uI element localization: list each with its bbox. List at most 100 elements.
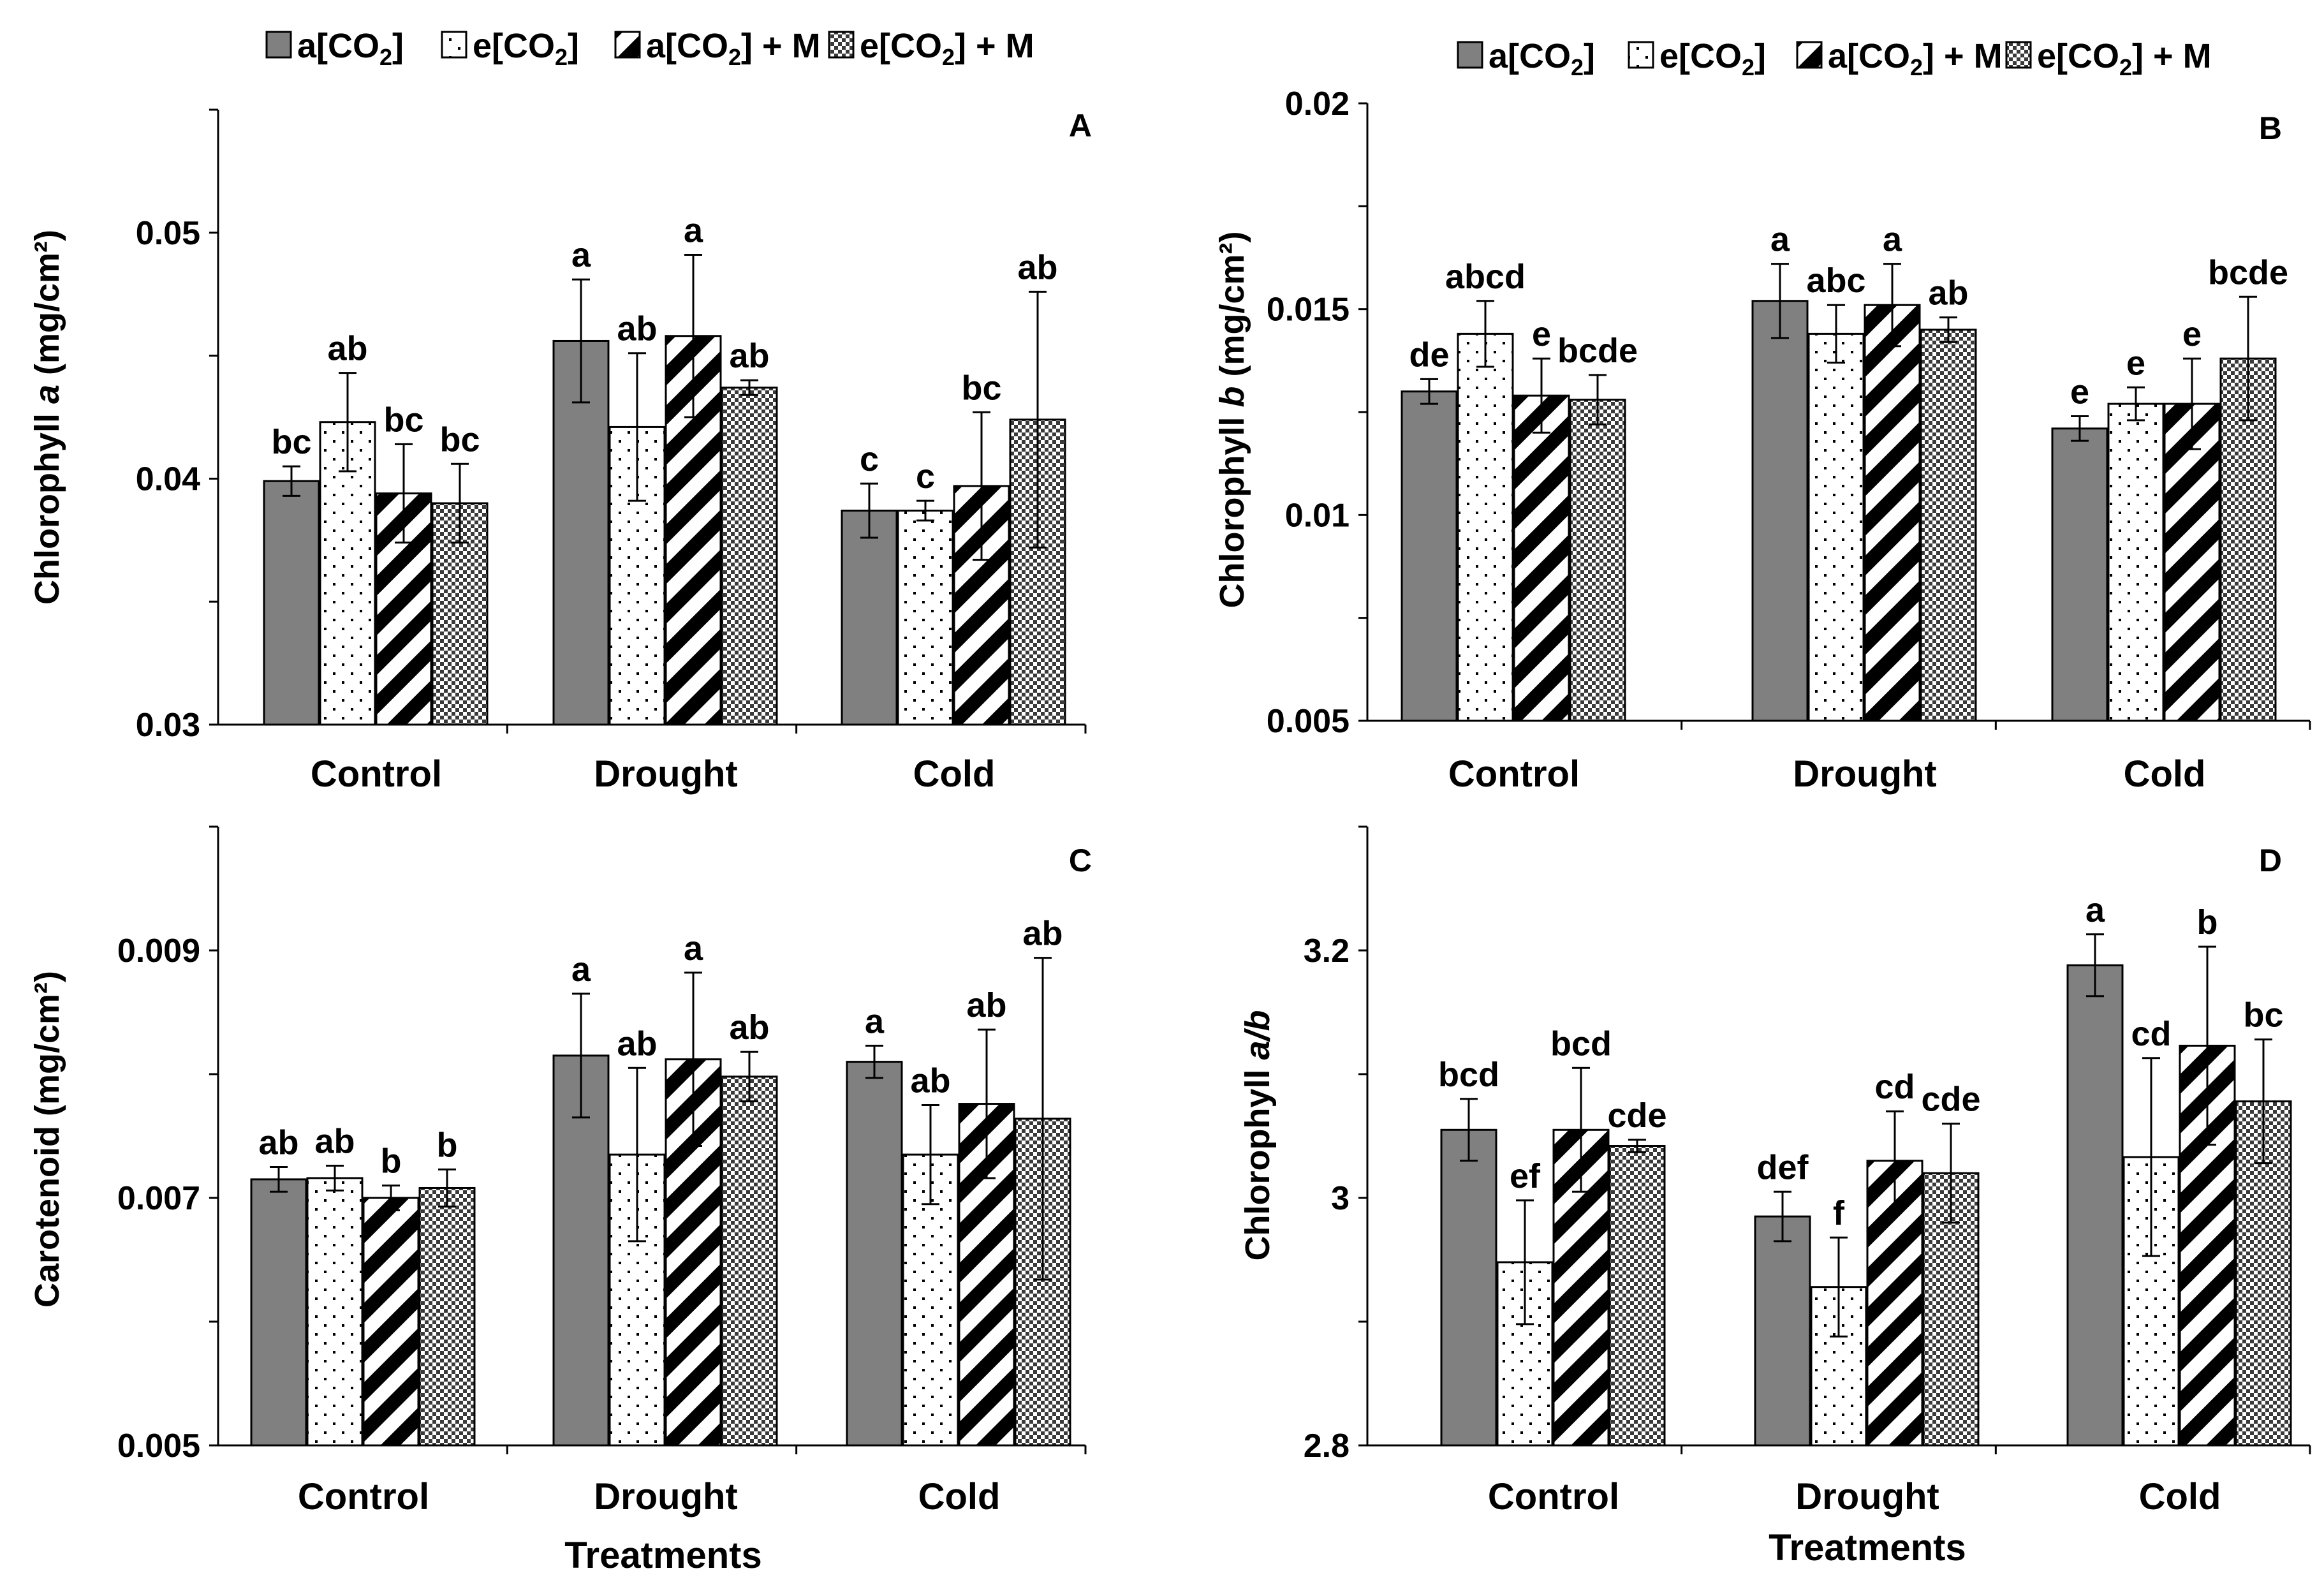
significance-label: bcde: [1557, 332, 1638, 370]
panel-letter: B: [2259, 110, 2282, 146]
legend-swatch: [2005, 41, 2032, 69]
significance-label: abc: [1806, 262, 1865, 300]
category-label: Drought: [594, 753, 738, 795]
legend-label: e[CO2]: [473, 27, 579, 70]
significance-label: bcde: [2208, 253, 2288, 292]
significance-label: ab: [1022, 915, 1063, 953]
bar: [1513, 394, 1570, 722]
category-label: Cold: [2139, 1476, 2221, 1517]
significance-label: a: [684, 929, 703, 968]
significance-label: a: [684, 212, 703, 250]
category-label: Drought: [1793, 753, 1937, 795]
significance-label: ab: [1928, 274, 1968, 313]
significance-label: cd: [2131, 1015, 2171, 1053]
legend-item: e[CO2] + M: [828, 27, 1034, 70]
significance-label: ab: [729, 337, 769, 375]
bar: [1807, 332, 1865, 722]
legend-item: a[CO2] + M: [614, 27, 821, 70]
bar: [1440, 1128, 1497, 1447]
significance-label: b: [437, 1126, 458, 1164]
category-label: Control: [298, 1476, 429, 1517]
bar: [319, 421, 376, 726]
y-tick-label: 0.005: [117, 1428, 200, 1465]
y-axis-title: Chlorophyll a (mg/cm²): [28, 230, 66, 605]
significance-label: ab: [617, 1024, 657, 1063]
bar: [552, 339, 610, 726]
significance-label: e: [2182, 315, 2202, 353]
legend-label: a[CO2]: [297, 27, 404, 70]
significance-label: c: [916, 457, 935, 496]
category-label: Cold: [918, 1476, 1001, 1517]
bar: [250, 1178, 307, 1447]
significance-label: e: [2070, 373, 2089, 411]
panel-A: 0.030.040.05ControlbcabbcbcDroughtaabaab…: [28, 108, 1092, 795]
legend-label: e[CO2] + M: [860, 27, 1034, 70]
bar: [2051, 427, 2108, 722]
bar: [1457, 332, 1514, 722]
bar: [1754, 1215, 1811, 1447]
significance-label: a: [1770, 221, 1790, 259]
panel-letter: D: [2259, 843, 2282, 878]
category-label: Control: [1488, 1476, 1619, 1517]
category-label: Cold: [913, 753, 996, 795]
bar: [897, 510, 954, 726]
legend-swatch: [265, 31, 292, 59]
significance-label: b: [381, 1142, 402, 1181]
y-tick-label: 3.2: [1304, 933, 1350, 970]
category-label: Drought: [594, 1476, 738, 1517]
bar: [2163, 402, 2221, 722]
significance-label: ab: [617, 310, 657, 348]
legend-item: a[CO2]: [265, 27, 404, 70]
panel-letter: A: [1069, 108, 1092, 144]
y-tick-label: 0.01: [1285, 497, 1350, 534]
significance-label: bc: [271, 423, 311, 461]
significance-label: bc: [383, 401, 423, 439]
legend-label: a[CO2] + M: [646, 27, 821, 70]
y-tick-label: 0.04: [136, 461, 200, 498]
bar: [2107, 402, 2165, 722]
legend-swatch: [1796, 41, 1823, 69]
significance-label: b: [2197, 903, 2218, 941]
y-tick-label: 0.015: [1267, 292, 1350, 328]
significance-label: ab: [729, 1008, 769, 1047]
bar: [721, 387, 778, 726]
y-axis-title: Chlorophyll b (mg/cm²): [1213, 232, 1251, 609]
bar: [1569, 399, 1626, 722]
legend-item: e[CO2]: [441, 27, 579, 70]
y-axis-title: Chlorophyll a/b: [1239, 1010, 1277, 1260]
bar: [846, 1061, 903, 1447]
significance-label: ab: [1017, 248, 1057, 286]
significance-label: ab: [910, 1062, 950, 1100]
x-axis-title-left: Treatments: [564, 1535, 761, 1576]
legend-top-right: a[CO2] e[CO2] a[CO2] + M e[CO2] + M: [1457, 37, 2212, 80]
legend-item: a[CO2] + M: [1796, 37, 2003, 80]
significance-label: e: [2126, 344, 2145, 382]
significance-label: bcd: [1438, 1056, 1499, 1094]
category-label: Control: [311, 753, 442, 795]
category-label: Drought: [1795, 1476, 1939, 1517]
significance-label: ab: [258, 1124, 298, 1162]
bar: [721, 1075, 778, 1447]
bar: [418, 1186, 476, 1447]
significance-label: a: [865, 1002, 885, 1040]
bar: [1401, 390, 1458, 722]
category-label: Control: [1448, 753, 1580, 795]
significance-label: ab: [327, 330, 367, 368]
significance-label: a: [2085, 891, 2105, 929]
category-label: Cold: [2124, 753, 2206, 795]
legend-top-left: a[CO2] e[CO2] a[CO2] + M e[CO2] + M: [265, 27, 1034, 70]
bar: [2066, 964, 2124, 1447]
significance-label: bc: [2243, 996, 2283, 1035]
x-axis-title-right: Treatments: [1769, 1527, 1966, 1569]
legend-swatch: [441, 31, 467, 59]
significance-label: abcd: [1445, 258, 1526, 296]
y-tick-label: 3: [1331, 1180, 1350, 1217]
legend-swatch: [1628, 41, 1654, 69]
legend-swatch: [1457, 41, 1483, 69]
legend-swatch: [614, 31, 641, 59]
significance-label: de: [1409, 336, 1449, 374]
legend-label: e[CO2]: [1659, 37, 1766, 80]
significance-label: cde: [1921, 1081, 1980, 1119]
y-tick-label: 0.02: [1285, 85, 1350, 122]
